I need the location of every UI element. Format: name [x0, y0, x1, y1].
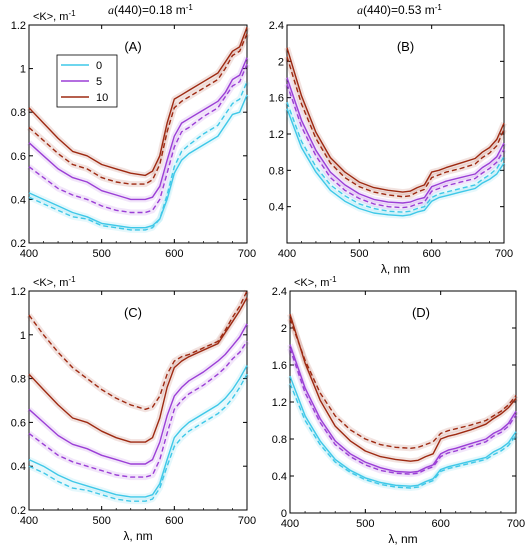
series-line-1 [289, 383, 517, 489]
y-tick-label: 0.6 [11, 151, 26, 163]
x-tick-label: 400 [281, 518, 299, 530]
series-line-4 [28, 26, 248, 177]
panel-title: (C) [124, 305, 142, 320]
plot-frame [28, 290, 248, 511]
x-axis-label: λ, nm [381, 262, 410, 276]
chart-panel-3: 400 500 600 700 0 0.4 0.8 1.2 1.6 2 2.4 (D) <K>, m-1… [272, 275, 525, 547]
x-tick-label: 700 [507, 518, 525, 530]
y-tick-label: 0.4 [11, 194, 26, 206]
x-tick-label: 400 [278, 248, 296, 260]
x-tick-label: 700 [495, 248, 513, 260]
chart-panel-1: 400 500 600 700 0.4 0.8 1.2 1.6 2 2.4 (B) λ, nm [269, 20, 513, 276]
x-tick-label: 500 [92, 515, 110, 527]
y-tick-label: 0.8 [269, 165, 284, 177]
y-tick-label: 2.4 [269, 20, 284, 32]
y-tick-label: 1 [20, 64, 26, 76]
x-tick-label: 600 [431, 518, 449, 530]
y-tick-label: 0.8 [272, 434, 287, 446]
header-a-label: a(440)=0.18 m-1 [108, 3, 193, 18]
x-tick-label: 600 [165, 515, 183, 527]
x-tick-label: 500 [92, 248, 110, 260]
legend-label: 10 [96, 92, 108, 104]
x-tick-label: 400 [20, 248, 38, 260]
series-line-0 [289, 375, 517, 487]
x-axis-label: λ, nm [123, 529, 152, 543]
series-line-5 [28, 290, 248, 410]
series-line-1 [28, 373, 248, 502]
series-line-3 [289, 348, 517, 475]
x-tick-label: 600 [422, 248, 440, 260]
series-line-0 [28, 365, 248, 498]
plot-frame [28, 24, 248, 244]
y-tick-label: 1.2 [11, 286, 26, 298]
series-line-4 [28, 297, 248, 443]
y-axis-label: <K>, m-1 [294, 275, 337, 290]
legend-label: 5 [96, 76, 102, 88]
header-b-label: a(440)=0.53 m-1 [357, 3, 442, 18]
x-tick-label: 500 [350, 248, 368, 260]
y-tick-label: 0.6 [11, 417, 26, 429]
series-line-4 [289, 313, 517, 462]
y-axis-label: <K>, m-1 [33, 9, 76, 24]
y-tick-label: 1.6 [269, 93, 284, 105]
series-line-5 [286, 56, 505, 198]
y-tick-label: 1 [20, 330, 26, 342]
y-tick-label: 0.4 [272, 471, 287, 483]
series-line-4 [286, 47, 505, 193]
series-line-2 [289, 344, 517, 473]
y-axis-label: <K>, m-1 [33, 275, 76, 290]
series-band [26, 32, 250, 188]
x-tick-label: 500 [356, 518, 374, 530]
y-tick-label: 0.2 [11, 238, 26, 250]
series-line-0 [286, 108, 505, 217]
panel-title: (D) [412, 305, 430, 320]
legend: 0 5 10 [56, 54, 118, 108]
y-tick-label: 0.2 [11, 505, 26, 517]
series-line-1 [28, 81, 248, 231]
series-line-1 [286, 101, 505, 213]
series-line-3 [28, 63, 248, 214]
y-tick-label: 1.6 [272, 360, 287, 372]
y-tick-label: 0.8 [11, 374, 26, 386]
x-tick-label: 700 [238, 515, 256, 527]
series-line-2 [28, 57, 248, 201]
x-tick-label: 400 [20, 515, 38, 527]
y-tick-label: 1.2 [272, 397, 287, 409]
series-line-0 [28, 94, 248, 229]
x-tick-label: 700 [238, 248, 256, 260]
legend-label: 0 [96, 60, 102, 72]
panel-title: (A) [124, 39, 141, 54]
panel-title: (B) [397, 39, 414, 54]
series-line-2 [286, 77, 505, 204]
y-tick-label: 1.2 [269, 129, 284, 141]
chart-panel-2: 400 500 600 700 0.2 0.4 0.6 0.8 1 1.2 (C) <K>, m-1 λ… [11, 275, 256, 544]
y-tick-label: 0.8 [11, 107, 26, 119]
x-axis-label: λ, nm [388, 532, 417, 546]
y-tick-label: 0.4 [11, 461, 26, 473]
series-line-3 [28, 341, 248, 478]
y-tick-label: 0 [281, 508, 287, 520]
series-line-5 [289, 318, 517, 449]
y-tick-label: 0.4 [269, 202, 284, 214]
series-band [284, 83, 507, 211]
chart-panel-0: 400 500 600 700 0.2 0.4 0.6 0.8 1 1.2 (A) <K>, m-1 [11, 9, 256, 261]
y-tick-label: 2.4 [272, 286, 287, 298]
y-tick-label: 2 [278, 56, 284, 68]
y-tick-label: 2 [281, 323, 287, 335]
series-line-2 [28, 323, 248, 465]
y-tick-label: 1.2 [11, 20, 26, 32]
x-tick-label: 600 [165, 248, 183, 260]
